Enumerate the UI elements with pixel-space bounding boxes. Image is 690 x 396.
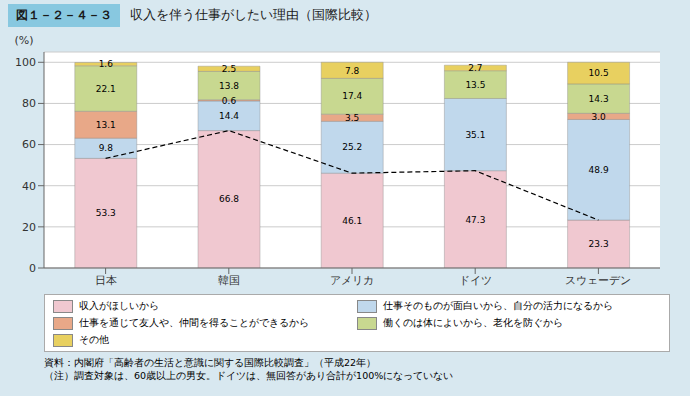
svg-text:14.4: 14.4 [219,111,239,121]
svg-text:53.3: 53.3 [96,208,116,218]
svg-text:3.5: 3.5 [345,113,359,123]
html-text:（注）調査対象は、60歳以上の男女。ドイツは、無回答があり合: （注）調査対象は、60歳以上の男女。ドイツは、無回答があり合計が100%になって… [44,370,454,381]
svg-text:0.6: 0.6 [222,96,237,106]
svg-text:1.6: 1.6 [99,59,114,69]
html-text:その他: その他 [79,334,109,345]
svg-text:60: 60 [22,138,36,151]
svg-text:66.8: 66.8 [219,194,239,204]
svg-text:35.1: 35.1 [465,130,485,140]
svg-text:20: 20 [22,221,36,234]
svg-text:2.7: 2.7 [468,63,482,73]
svg-text:25.2: 25.2 [342,142,362,152]
svg-text:100: 100 [15,56,36,69]
svg-text:アメリカ: アメリカ [330,274,374,287]
svg-text:47.3: 47.3 [465,215,485,225]
svg-text:3.0: 3.0 [591,112,606,122]
html-text:仕事を通じて友人や、仲間を得ることができるから: 仕事を通じて友人や、仲間を得ることができるから [79,317,309,328]
svg-text:韓国: 韓国 [218,274,240,287]
svg-text:(%): (%) [14,34,33,47]
svg-text:7.8: 7.8 [345,66,360,76]
svg-text:日本: 日本 [95,274,117,287]
html-text:働くのは体によいから、老化を防ぐから: 働くのは体によいから、老化を防ぐから [383,317,563,328]
html-text:収入がほしいから: 収入がほしいから [79,300,159,311]
svg-text:13.8: 13.8 [219,81,239,91]
svg-text:40: 40 [22,180,36,193]
svg-text:2.5: 2.5 [222,64,236,74]
html-text:資料：内閣府「高齢者の生活と意識に関する国際比較調査」（平成: 資料：内閣府「高齢者の生活と意識に関する国際比較調査」（平成22年） [44,357,377,368]
svg-text:13.1: 13.1 [96,120,116,130]
svg-text:14.3: 14.3 [589,94,609,104]
svg-text:13.5: 13.5 [465,80,485,90]
svg-text:0: 0 [29,262,36,275]
html-text:図１－２－４－３: 図１－２－４－３ [16,7,112,22]
svg-text:ドイツ: ドイツ [459,274,492,287]
svg-text:9.8: 9.8 [99,143,114,153]
svg-text:23.3: 23.3 [589,239,609,249]
svg-text:46.1: 46.1 [342,216,362,226]
html-text:収入を伴う仕事がしたい理由（国際比較）: 収入を伴う仕事がしたい理由（国際比較） [130,7,377,22]
svg-text:48.9: 48.9 [589,165,609,175]
svg-text:スウェーデン: スウェーデン [565,274,631,287]
svg-text:17.4: 17.4 [342,91,362,101]
svg-text:10.5: 10.5 [589,68,609,78]
svg-text:22.1: 22.1 [96,84,116,94]
svg-text:80: 80 [22,97,36,110]
html-text:仕事そのものが面白いから、自分の活力になるから: 仕事そのものが面白いから、自分の活力になるから [383,300,613,311]
